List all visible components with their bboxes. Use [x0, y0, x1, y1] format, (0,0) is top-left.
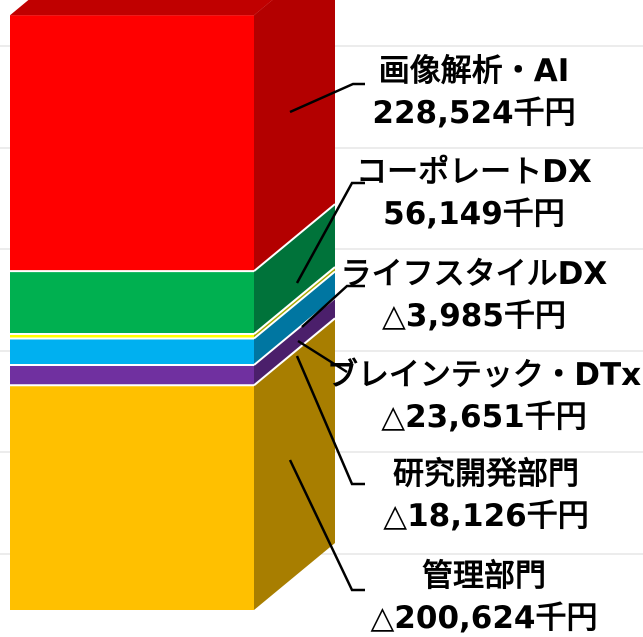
- bar-segment-side: [254, 298, 335, 386]
- bar-segment-front: [10, 338, 254, 365]
- series-value-label: 56,149千円: [383, 196, 565, 232]
- series-value-label: △18,126千円: [383, 498, 588, 534]
- leader-line: [301, 284, 365, 328]
- series-value-label: △3,985千円: [382, 298, 566, 334]
- segment-separator: [253, 266, 336, 335]
- stacked-bar-segments: [10, 0, 336, 610]
- bar-top-face: [10, 0, 273, 16]
- bar-segment-side: [254, 0, 335, 272]
- series-value-label: △200,624千円: [370, 600, 597, 636]
- series-value-label: △23,651千円: [381, 399, 586, 435]
- bar-segment-front: [10, 385, 254, 610]
- series-name-label: 研究開発部門: [393, 456, 579, 492]
- bar-segment-front: [10, 334, 254, 339]
- leader-line: [295, 181, 365, 284]
- label-leader-lines: [288, 82, 365, 592]
- leader-line: [288, 459, 365, 592]
- bar-segment-front: [10, 15, 254, 272]
- series-name-label: 管理部門: [422, 558, 546, 594]
- bar-segment-front: [10, 365, 254, 386]
- segment-separator: [253, 203, 336, 272]
- segment-separator: [253, 317, 336, 387]
- bar-segment-side: [254, 271, 335, 365]
- leader-line: [297, 339, 348, 374]
- leader-line: [295, 355, 365, 486]
- segment-separator: [253, 270, 336, 340]
- leader-line: [289, 82, 365, 114]
- series-name-label: 画像解析・AI: [379, 53, 570, 89]
- series-value-label: 228,524千円: [372, 95, 575, 131]
- series-name-label: ブレインテック・DTx: [327, 357, 641, 393]
- series-name-label: コーポレートDX: [356, 154, 592, 190]
- bar-segment-side: [254, 204, 335, 335]
- bar-segment-front: [10, 271, 254, 335]
- bar-segment-side: [254, 318, 335, 610]
- series-name-label: ライフスタイルDX: [341, 256, 608, 292]
